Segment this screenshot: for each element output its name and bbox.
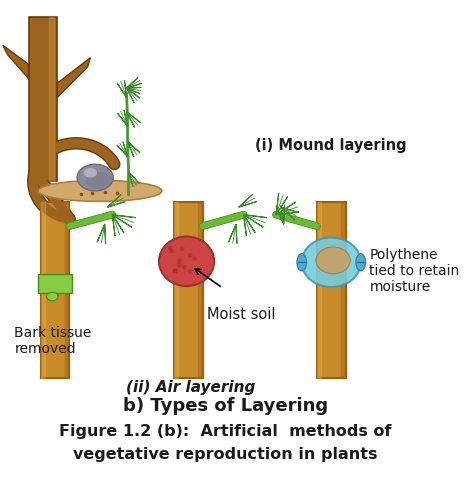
Text: (i) Mound layering: (i) Mound layering <box>255 138 407 153</box>
Ellipse shape <box>182 265 187 270</box>
Polygon shape <box>112 215 124 236</box>
Text: b) Types of Layering: b) Types of Layering <box>123 397 328 416</box>
Ellipse shape <box>168 246 173 250</box>
Polygon shape <box>244 215 267 227</box>
Polygon shape <box>112 215 136 227</box>
Polygon shape <box>276 202 299 215</box>
Ellipse shape <box>302 238 361 287</box>
Ellipse shape <box>188 269 193 274</box>
Polygon shape <box>128 141 140 157</box>
Polygon shape <box>117 142 128 157</box>
Text: Moist soil: Moist soil <box>208 307 276 322</box>
Polygon shape <box>57 58 91 98</box>
Polygon shape <box>41 202 70 378</box>
Polygon shape <box>174 202 203 378</box>
Ellipse shape <box>46 292 58 301</box>
Polygon shape <box>97 224 106 244</box>
Ellipse shape <box>297 254 307 271</box>
Polygon shape <box>244 215 255 236</box>
Text: Polythene
tied to retain
moisture: Polythene tied to retain moisture <box>369 248 460 295</box>
Polygon shape <box>128 172 139 186</box>
Ellipse shape <box>180 246 185 251</box>
Polygon shape <box>281 207 299 220</box>
Ellipse shape <box>77 164 113 191</box>
Polygon shape <box>127 87 141 94</box>
Ellipse shape <box>196 267 201 272</box>
Text: Bark tissue
removed: Bark tissue removed <box>14 326 91 356</box>
Polygon shape <box>28 17 57 182</box>
Ellipse shape <box>86 172 112 189</box>
Ellipse shape <box>38 181 162 201</box>
Polygon shape <box>108 194 125 207</box>
Ellipse shape <box>356 254 365 271</box>
Text: Figure 1.2 (b):  Artificial  methods of: Figure 1.2 (b): Artificial methods of <box>59 424 392 439</box>
Polygon shape <box>127 112 140 127</box>
Ellipse shape <box>188 253 192 258</box>
Polygon shape <box>38 274 73 293</box>
Ellipse shape <box>316 247 350 274</box>
Ellipse shape <box>177 263 182 267</box>
Polygon shape <box>118 110 128 126</box>
Ellipse shape <box>159 237 214 286</box>
Text: vegetative reproduction in plants: vegetative reproduction in plants <box>73 447 378 462</box>
Ellipse shape <box>173 268 178 273</box>
Polygon shape <box>276 193 288 215</box>
Polygon shape <box>317 202 346 378</box>
Ellipse shape <box>169 248 174 253</box>
Polygon shape <box>117 80 127 98</box>
Polygon shape <box>228 224 237 244</box>
Text: (ii) Air layering: (ii) Air layering <box>126 380 255 395</box>
Polygon shape <box>3 45 28 78</box>
Polygon shape <box>239 194 256 207</box>
Polygon shape <box>276 205 284 224</box>
Polygon shape <box>127 88 140 103</box>
Ellipse shape <box>177 258 182 263</box>
Ellipse shape <box>173 269 177 273</box>
Polygon shape <box>127 77 141 88</box>
Ellipse shape <box>192 256 197 261</box>
Ellipse shape <box>84 168 97 178</box>
